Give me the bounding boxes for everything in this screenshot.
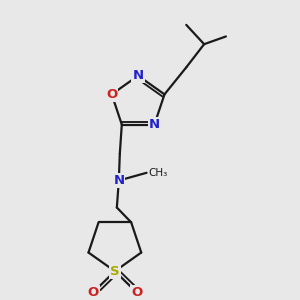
Text: CH₃: CH₃ (148, 168, 168, 178)
Text: O: O (87, 286, 99, 299)
Text: S: S (110, 265, 120, 278)
Text: N: N (113, 174, 124, 187)
Text: N: N (133, 69, 144, 82)
Text: O: O (131, 286, 142, 299)
Text: N: N (149, 118, 160, 131)
Text: O: O (106, 88, 117, 101)
